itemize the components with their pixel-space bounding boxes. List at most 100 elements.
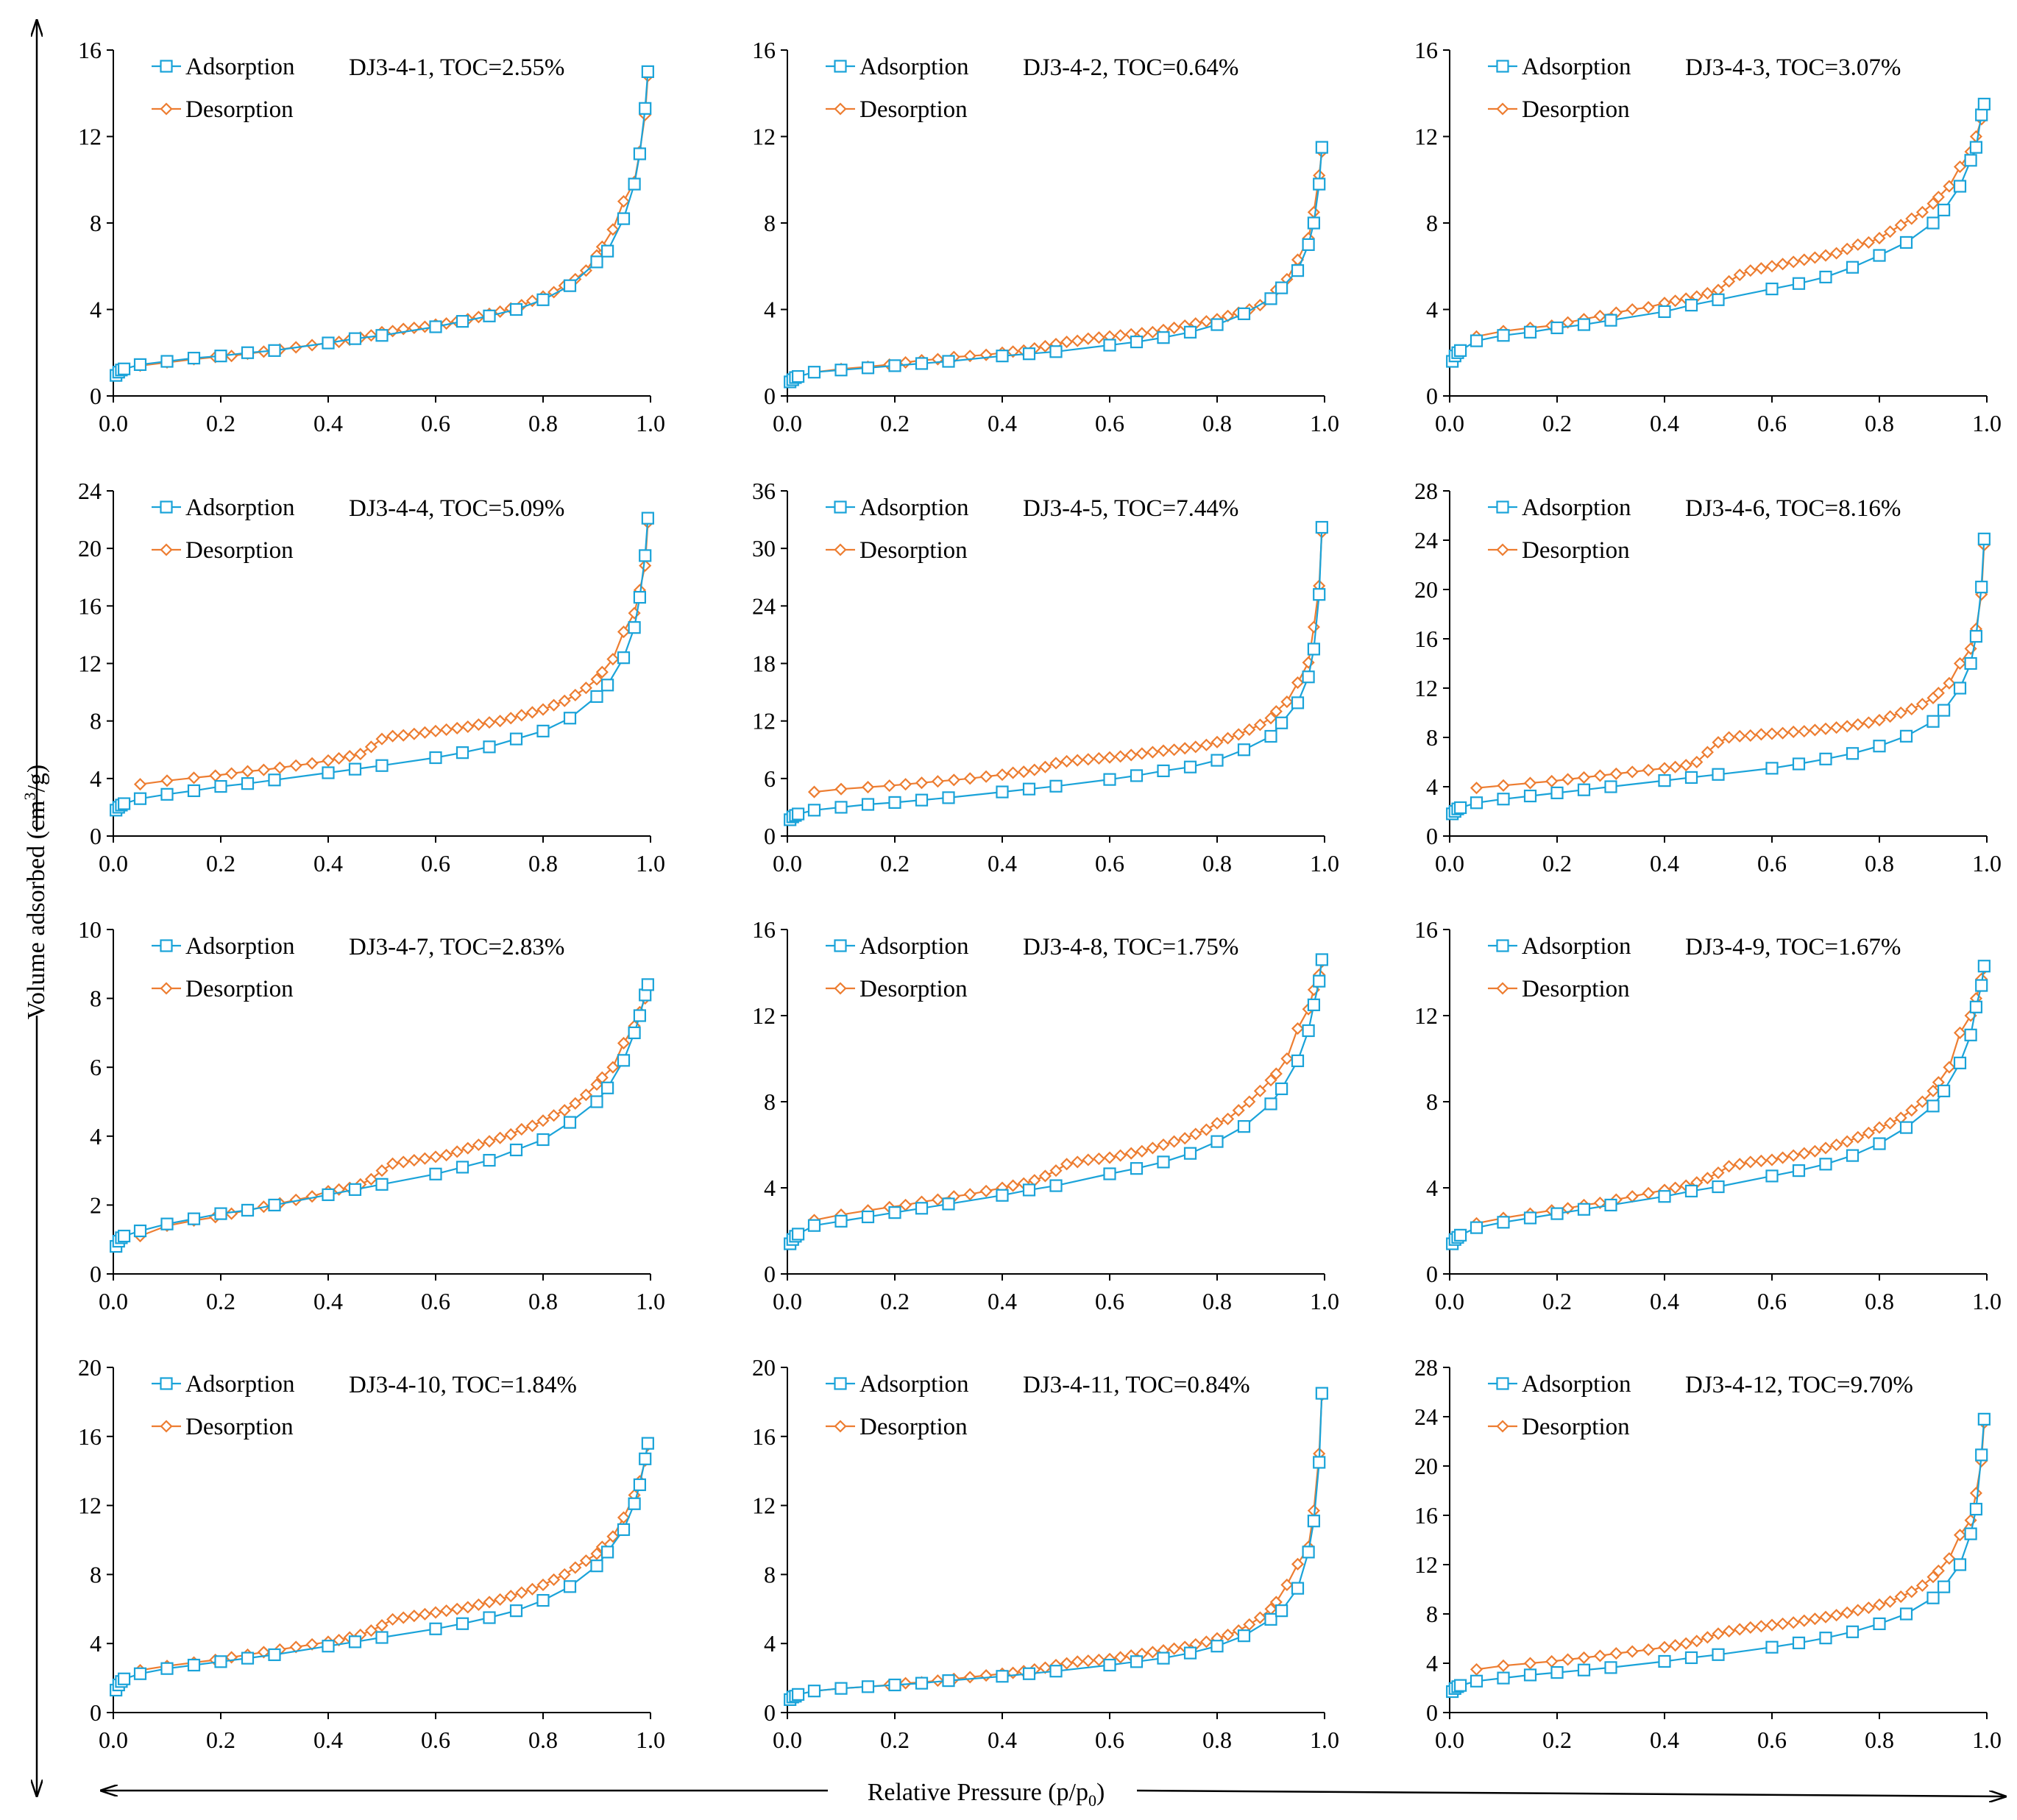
adsorption-point bbox=[1275, 1604, 1288, 1618]
adsorption-point bbox=[1275, 281, 1288, 294]
desorption-point bbox=[1712, 1627, 1725, 1640]
y-tick-label: 16 bbox=[78, 592, 102, 619]
desorption-point bbox=[1712, 1166, 1725, 1180]
desorption-point bbox=[1135, 747, 1149, 760]
adsorption-point bbox=[563, 279, 577, 292]
desorption-point bbox=[617, 625, 631, 639]
chart-panel-1: 0 4 8 12 16 0.0 0.2 0.4 0.6 0.8 1.0 Adsorption Desor… bbox=[78, 37, 665, 436]
x-tick-label: 1.0 bbox=[636, 1288, 665, 1314]
x-tick-label: 0.4 bbox=[988, 1727, 1017, 1753]
adsorption-point bbox=[600, 679, 614, 692]
adsorption-point bbox=[375, 759, 389, 772]
legend: Adsorption Desorption bbox=[826, 933, 969, 1002]
adsorption-series bbox=[784, 1387, 1328, 1707]
adsorption-point bbox=[268, 773, 281, 787]
legend-desorption-marker bbox=[160, 982, 173, 995]
adsorption-point bbox=[1792, 277, 1806, 290]
y-tick-label: 0 bbox=[764, 1261, 776, 1287]
adsorption-point bbox=[1264, 1612, 1277, 1626]
legend-desorption-label: Desorption bbox=[1522, 537, 1630, 564]
adsorption-point bbox=[214, 1655, 227, 1668]
y-tick-label: 16 bbox=[752, 1423, 776, 1450]
adsorption-point bbox=[1964, 1028, 1977, 1041]
desorption-point bbox=[450, 1145, 464, 1158]
desorption-point bbox=[1943, 180, 1956, 193]
adsorption-point bbox=[834, 1682, 848, 1695]
desorption-point bbox=[1562, 1653, 1575, 1666]
x-tick-label: 0.0 bbox=[99, 1288, 128, 1314]
adsorption-point bbox=[1577, 1203, 1591, 1216]
adsorption-point bbox=[1550, 786, 1564, 799]
adsorption-point bbox=[861, 798, 875, 811]
x-tick-label: 0.6 bbox=[1757, 1727, 1787, 1753]
legend: Adsorption Desorption bbox=[826, 54, 969, 123]
adsorption-point bbox=[1577, 783, 1591, 796]
desorption-point bbox=[273, 761, 286, 774]
adsorption-point bbox=[617, 212, 631, 225]
desorption-point bbox=[1669, 294, 1682, 308]
desorption-point bbox=[354, 748, 367, 761]
adsorption-point bbox=[628, 1026, 641, 1040]
desorption-point bbox=[590, 1547, 603, 1560]
desorption-point bbox=[595, 665, 609, 679]
y-tick-label: 24 bbox=[752, 592, 776, 619]
adsorption-point bbox=[590, 690, 603, 704]
desorption-point bbox=[1222, 732, 1235, 745]
adsorption-point bbox=[1975, 581, 1988, 594]
desorption-point bbox=[472, 1598, 485, 1611]
x-tick-label: 0.0 bbox=[99, 410, 128, 436]
adsorption-point bbox=[133, 1224, 147, 1238]
desorption-point bbox=[1168, 743, 1181, 757]
adsorption-point bbox=[509, 302, 523, 316]
desorption-point bbox=[1470, 1663, 1483, 1676]
desorption-point bbox=[322, 754, 335, 767]
adsorption-point bbox=[187, 351, 201, 365]
adsorption-point bbox=[1313, 588, 1326, 601]
desorption-point bbox=[1808, 1144, 1821, 1158]
adsorption-point bbox=[1846, 261, 1860, 274]
adsorption-point bbox=[1977, 532, 1991, 545]
x-tick-label: 0.8 bbox=[528, 1288, 558, 1314]
chart-panel-6: 0 4 8 12 16 20 24 28 0.0 0.2 0.4 0.6 0.8 1.0 Adsorptio… bbox=[1414, 478, 2002, 877]
desorption-point bbox=[1060, 336, 1074, 349]
adsorption-point bbox=[888, 1206, 901, 1219]
desorption-point bbox=[1577, 1651, 1591, 1665]
desorption-point bbox=[547, 1573, 561, 1586]
desorption-point bbox=[536, 1578, 550, 1592]
adsorption-point bbox=[483, 309, 496, 322]
adsorption-point bbox=[1130, 1162, 1144, 1175]
desorption-point bbox=[1915, 1579, 1929, 1593]
x-tick-label: 0.6 bbox=[421, 410, 450, 436]
desorption-point bbox=[225, 350, 238, 363]
legend-adsorption-marker bbox=[160, 939, 173, 952]
adsorption-point bbox=[1819, 1158, 1832, 1171]
desorption-point bbox=[461, 720, 475, 734]
y-tick-label: 12 bbox=[78, 1493, 102, 1519]
x-axis-title-suffix: ) bbox=[1096, 1779, 1105, 1806]
chart-panel-9: 0 4 8 12 16 0.0 0.2 0.4 0.6 0.8 1.0 Adsorption Desor… bbox=[1414, 916, 2002, 1314]
desorption-point bbox=[1905, 1585, 1918, 1598]
desorption-point bbox=[1470, 782, 1483, 795]
desorption-point bbox=[1017, 765, 1030, 779]
legend: Adsorption Desorption bbox=[1488, 1371, 1631, 1440]
adsorption-point bbox=[118, 362, 131, 375]
desorption-point bbox=[1082, 753, 1095, 766]
desorption-point bbox=[1819, 722, 1832, 735]
desorption-point bbox=[1733, 268, 1746, 282]
adsorption-point bbox=[639, 102, 652, 115]
adsorption-point bbox=[641, 65, 654, 78]
adsorption-point bbox=[834, 1214, 848, 1228]
adsorption-point bbox=[1765, 282, 1779, 296]
adsorption-point bbox=[1938, 203, 1951, 216]
desorption-line bbox=[1476, 545, 1985, 789]
y-tick-label: 16 bbox=[1414, 1502, 1438, 1529]
legend-adsorption-marker bbox=[1496, 60, 1509, 73]
desorption-point bbox=[1253, 1611, 1266, 1624]
legend-desorption-label: Desorption bbox=[1522, 96, 1630, 123]
desorption-point bbox=[1798, 1147, 1811, 1160]
desorption-point bbox=[1953, 1529, 1967, 1542]
adsorption-point bbox=[268, 344, 281, 357]
desorption-point bbox=[1232, 1104, 1245, 1117]
legend-desorption-label: Desorption bbox=[185, 1414, 294, 1440]
desorption-point bbox=[408, 1154, 421, 1167]
